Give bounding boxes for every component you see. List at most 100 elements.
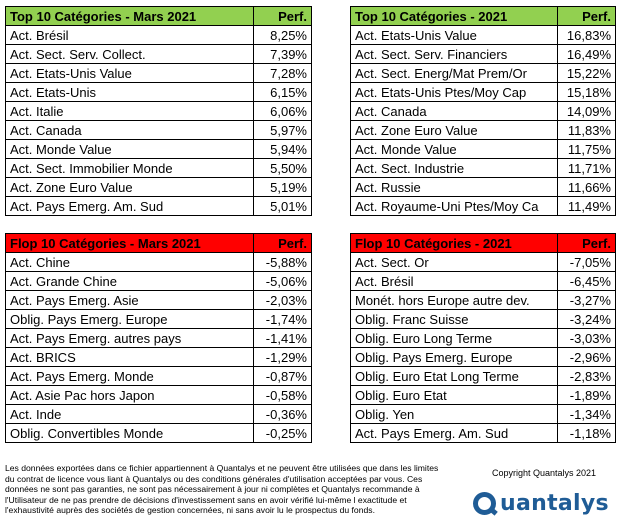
perf-header: Perf. (557, 6, 616, 26)
perf-value: -2,96% (557, 347, 616, 367)
perf-value: -6,45% (557, 271, 616, 291)
perf-value: 5,97% (253, 120, 312, 140)
category-name: Oblig. Euro Etat (350, 385, 558, 405)
table-row: Act. Monde Value 5,94% (5, 139, 312, 159)
table-row: Act. Canada 14,09% (350, 101, 616, 121)
perf-value: 16,49% (557, 44, 616, 64)
table-row: Act. Sect. Energ/Mat Prem/Or 15,22% (350, 63, 616, 83)
category-name: Act. Etats-Unis Ptes/Moy Cap (350, 82, 558, 102)
perf-header: Perf. (253, 6, 312, 26)
table-row: Monét. hors Europe autre dev. -3,27% (350, 290, 616, 310)
category-name: Act. Pays Emerg. Am. Sud (5, 196, 254, 216)
category-name: Act. Canada (350, 101, 558, 121)
table-row: Oblig. Euro Etat Long Terme -2,83% (350, 366, 616, 386)
flop10-mars-table: Flop 10 Catégories - Mars 2021 Perf. Act… (5, 233, 312, 443)
perf-value: 6,06% (253, 101, 312, 121)
table-row: Act. Pays Emerg. Asie -2,03% (5, 290, 312, 310)
category-name: Oblig. Euro Long Terme (350, 328, 558, 348)
perf-value: 8,25% (253, 25, 312, 45)
category-name: Act. Canada (5, 120, 254, 140)
category-name: Oblig. Pays Emerg. Europe (5, 309, 254, 329)
perf-value: 11,83% (557, 120, 616, 140)
table-row: Act. Zone Euro Value 5,19% (5, 177, 312, 197)
table-row: Oblig. Franc Suisse -3,24% (350, 309, 616, 329)
category-name: Act. Sect. Serv. Collect. (5, 44, 254, 64)
quantalys-logo: uantalys (473, 486, 609, 520)
table-row: Act. Russie 11,66% (350, 177, 616, 197)
perf-value: 7,39% (253, 44, 312, 64)
category-name: Oblig. Pays Emerg. Europe (350, 347, 558, 367)
perf-value: 11,66% (557, 177, 616, 197)
category-name: Act. Russie (350, 177, 558, 197)
category-name: Act. Etats-Unis Value (5, 63, 254, 83)
perf-value: -0,87% (253, 366, 312, 386)
table-row: Act. Pays Emerg. Am. Sud -1,18% (350, 423, 616, 443)
category-name: Oblig. Convertibles Monde (5, 423, 254, 443)
table-row: Act. Etats-Unis Ptes/Moy Cap 15,18% (350, 82, 616, 102)
category-name: Act. Brésil (5, 25, 254, 45)
category-name: Act. Zone Euro Value (350, 120, 558, 140)
perf-value: 11,71% (557, 158, 616, 178)
category-name: Act. Pays Emerg. Am. Sud (350, 423, 558, 443)
perf-value: 5,94% (253, 139, 312, 159)
category-name: Act. Sect. Industrie (350, 158, 558, 178)
perf-value: -0,58% (253, 385, 312, 405)
category-name: Act. Zone Euro Value (5, 177, 254, 197)
perf-value: -2,03% (253, 290, 312, 310)
perf-value: 14,09% (557, 101, 616, 121)
table-row: Act. Sect. Serv. Financiers 16,49% (350, 44, 616, 64)
table-row: Act. Italie 6,06% (5, 101, 312, 121)
category-name: Oblig. Euro Etat Long Terme (350, 366, 558, 386)
perf-value: 7,28% (253, 63, 312, 83)
category-name: Act. Inde (5, 404, 254, 424)
perf-value: 5,19% (253, 177, 312, 197)
table-row: Act. Brésil -6,45% (350, 271, 616, 291)
perf-value: -7,05% (557, 252, 616, 272)
category-name: Act. Pays Emerg. Asie (5, 290, 254, 310)
perf-value: 15,22% (557, 63, 616, 83)
perf-value: 5,01% (253, 196, 312, 216)
table-row: Oblig. Euro Etat -1,89% (350, 385, 616, 405)
table-row: Oblig. Convertibles Monde -0,25% (5, 423, 312, 443)
table-row: Oblig. Yen -1,34% (350, 404, 616, 424)
category-name: Act. Grande Chine (5, 271, 254, 291)
table-row: Act. Canada 5,97% (5, 120, 312, 140)
table-row: Act. Monde Value 11,75% (350, 139, 616, 159)
category-name: Act. BRICS (5, 347, 254, 367)
category-name: Act. Royaume-Uni Ptes/Moy Ca (350, 196, 558, 216)
category-name: Monét. hors Europe autre dev. (350, 290, 558, 310)
table-row: Oblig. Euro Long Terme -3,03% (350, 328, 616, 348)
perf-value: 11,75% (557, 139, 616, 159)
table-row: Act. Pays Emerg. Monde -0,87% (5, 366, 312, 386)
table-row: Act. Asie Pac hors Japon -0,58% (5, 385, 312, 405)
category-name: Act. Monde Value (350, 139, 558, 159)
perf-value: -3,03% (557, 328, 616, 348)
perf-value: -2,83% (557, 366, 616, 386)
table-row: Act. Royaume-Uni Ptes/Moy Ca 11,49% (350, 196, 616, 216)
table-row: Oblig. Pays Emerg. Europe -1,74% (5, 309, 312, 329)
flop10-2021-table: Flop 10 Catégories - 2021 Perf. Act. Sec… (350, 233, 616, 443)
table-row: Act. Sect. Industrie 11,71% (350, 158, 616, 178)
category-name: Act. Sect. Immobilier Monde (5, 158, 254, 178)
perf-value: -0,25% (253, 423, 312, 443)
table-row: Oblig. Pays Emerg. Europe -2,96% (350, 347, 616, 367)
category-name: Act. Sect. Serv. Financiers (350, 44, 558, 64)
table-row: Act. Sect. Or -7,05% (350, 252, 616, 272)
table-row: Act. Inde -0,36% (5, 404, 312, 424)
table-row: Act. Zone Euro Value 11,83% (350, 120, 616, 140)
category-name: Oblig. Franc Suisse (350, 309, 558, 329)
category-name: Act. Etats-Unis (5, 82, 254, 102)
table-row: Act. Etats-Unis Value 7,28% (5, 63, 312, 83)
perf-value: -5,88% (253, 252, 312, 272)
perf-value: 11,49% (557, 196, 616, 216)
perf-value: -1,41% (253, 328, 312, 348)
table-title: Flop 10 Catégories - Mars 2021 (5, 233, 254, 253)
top10-2021-table: Top 10 Catégories - 2021 Perf. Act. Etat… (350, 6, 616, 216)
table-title: Top 10 Catégories - Mars 2021 (5, 6, 254, 26)
table-row: Act. Sect. Immobilier Monde 5,50% (5, 158, 312, 178)
category-name: Act. Sect. Energ/Mat Prem/Or (350, 63, 558, 83)
table-row: Act. Etats-Unis 6,15% (5, 82, 312, 102)
perf-value: -1,29% (253, 347, 312, 367)
category-name: Act. Monde Value (5, 139, 254, 159)
perf-value: -5,06% (253, 271, 312, 291)
